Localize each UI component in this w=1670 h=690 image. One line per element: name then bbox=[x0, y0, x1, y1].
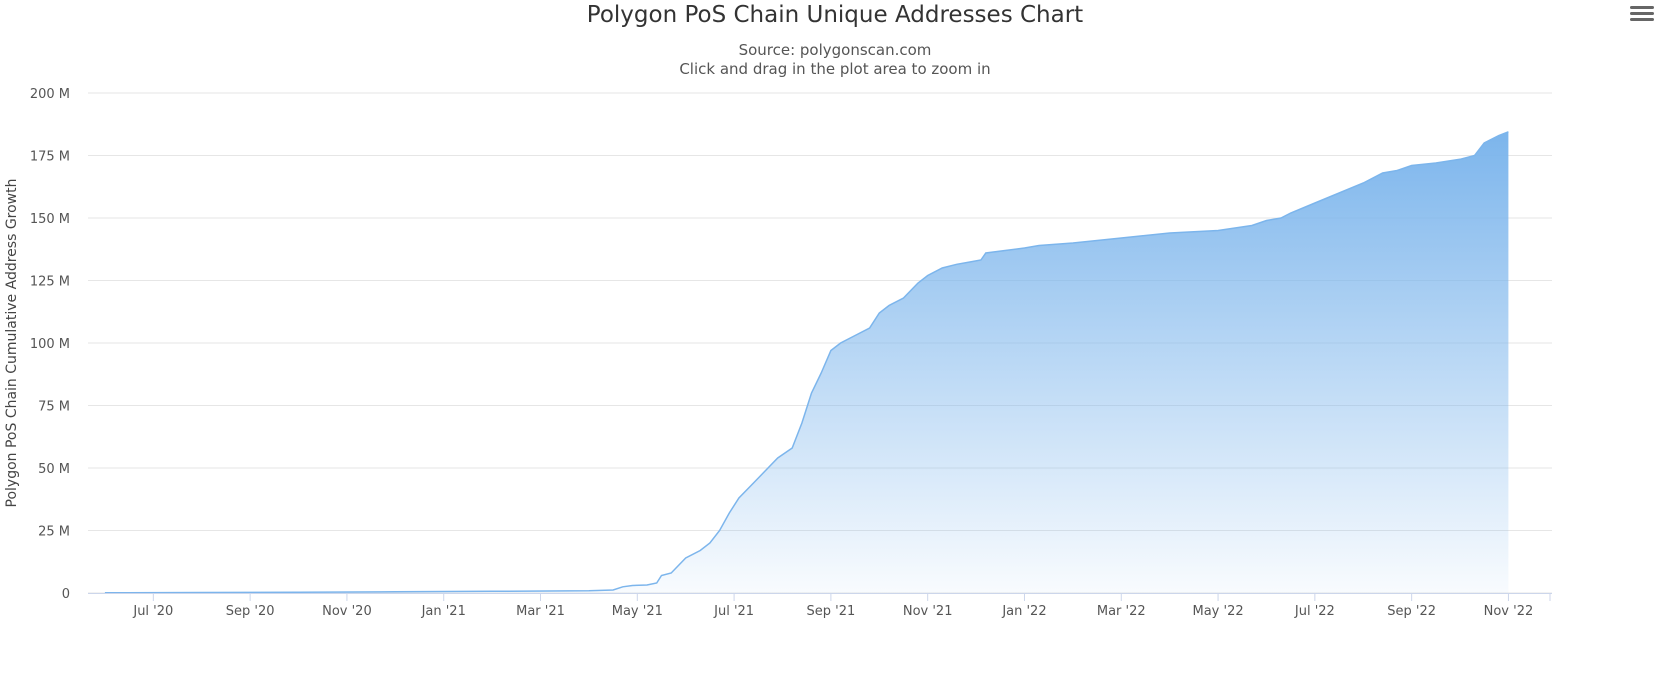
y-tick-label: 25 M bbox=[38, 525, 70, 540]
chart-subtitle: Source: polygonscan.com bbox=[738, 41, 932, 59]
hamburger-menu-icon[interactable] bbox=[1630, 6, 1654, 28]
x-tick-label: Mar '21 bbox=[516, 604, 565, 619]
x-tick-label: Sep '21 bbox=[807, 604, 856, 619]
y-tick-label: 100 M bbox=[30, 337, 70, 352]
y-tick-label: 200 M bbox=[30, 87, 70, 102]
x-tick-label: Jul '21 bbox=[713, 604, 754, 619]
x-tick-label: Nov '20 bbox=[322, 604, 372, 619]
y-tick-label: 125 M bbox=[30, 275, 70, 290]
y-tick-label: 50 M bbox=[38, 462, 70, 477]
x-tick-label: Jan '21 bbox=[421, 604, 466, 619]
x-tick-label: Nov '22 bbox=[1484, 604, 1534, 619]
y-tick-label: 75 M bbox=[38, 400, 70, 415]
x-tick-label: Sep '22 bbox=[1387, 604, 1436, 619]
zoom-instruction: Click and drag in the plot area to zoom … bbox=[679, 60, 991, 78]
y-tick-label: 175 M bbox=[30, 150, 70, 165]
x-tick-label: Nov '21 bbox=[903, 604, 953, 619]
y-tick-label: 150 M bbox=[30, 212, 70, 227]
x-tick-label: Mar '22 bbox=[1097, 604, 1146, 619]
x-tick-label: Sep '20 bbox=[226, 604, 275, 619]
x-tick-label: Jul '22 bbox=[1294, 604, 1335, 619]
chart-title: Polygon PoS Chain Unique Addresses Chart bbox=[586, 2, 1084, 28]
series-area[interactable] bbox=[104, 131, 1509, 594]
x-tick-label: Jan '22 bbox=[1001, 604, 1046, 619]
series-line[interactable] bbox=[104, 131, 1509, 594]
x-tick-label: May '22 bbox=[1193, 604, 1244, 619]
y-tick-label: 0 bbox=[62, 587, 70, 602]
x-tick-label: Jul '20 bbox=[132, 604, 173, 619]
x-tick-label: May '21 bbox=[612, 604, 663, 619]
y-axis-label: Polygon PoS Chain Cumulative Address Gro… bbox=[4, 179, 20, 508]
